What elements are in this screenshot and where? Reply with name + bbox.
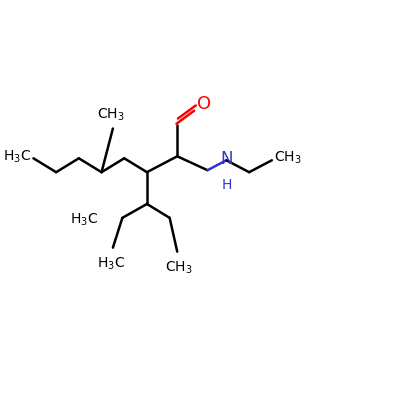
Text: O: O xyxy=(197,95,212,113)
Text: N: N xyxy=(220,150,233,168)
Text: H$_3$C: H$_3$C xyxy=(70,212,98,228)
Text: H$_3$C: H$_3$C xyxy=(97,256,125,272)
Text: CH$_3$: CH$_3$ xyxy=(274,150,301,166)
Text: CH$_3$: CH$_3$ xyxy=(97,106,125,122)
Text: H: H xyxy=(221,178,232,192)
Text: CH$_3$: CH$_3$ xyxy=(164,260,192,276)
Text: H$_3$C: H$_3$C xyxy=(4,148,32,164)
